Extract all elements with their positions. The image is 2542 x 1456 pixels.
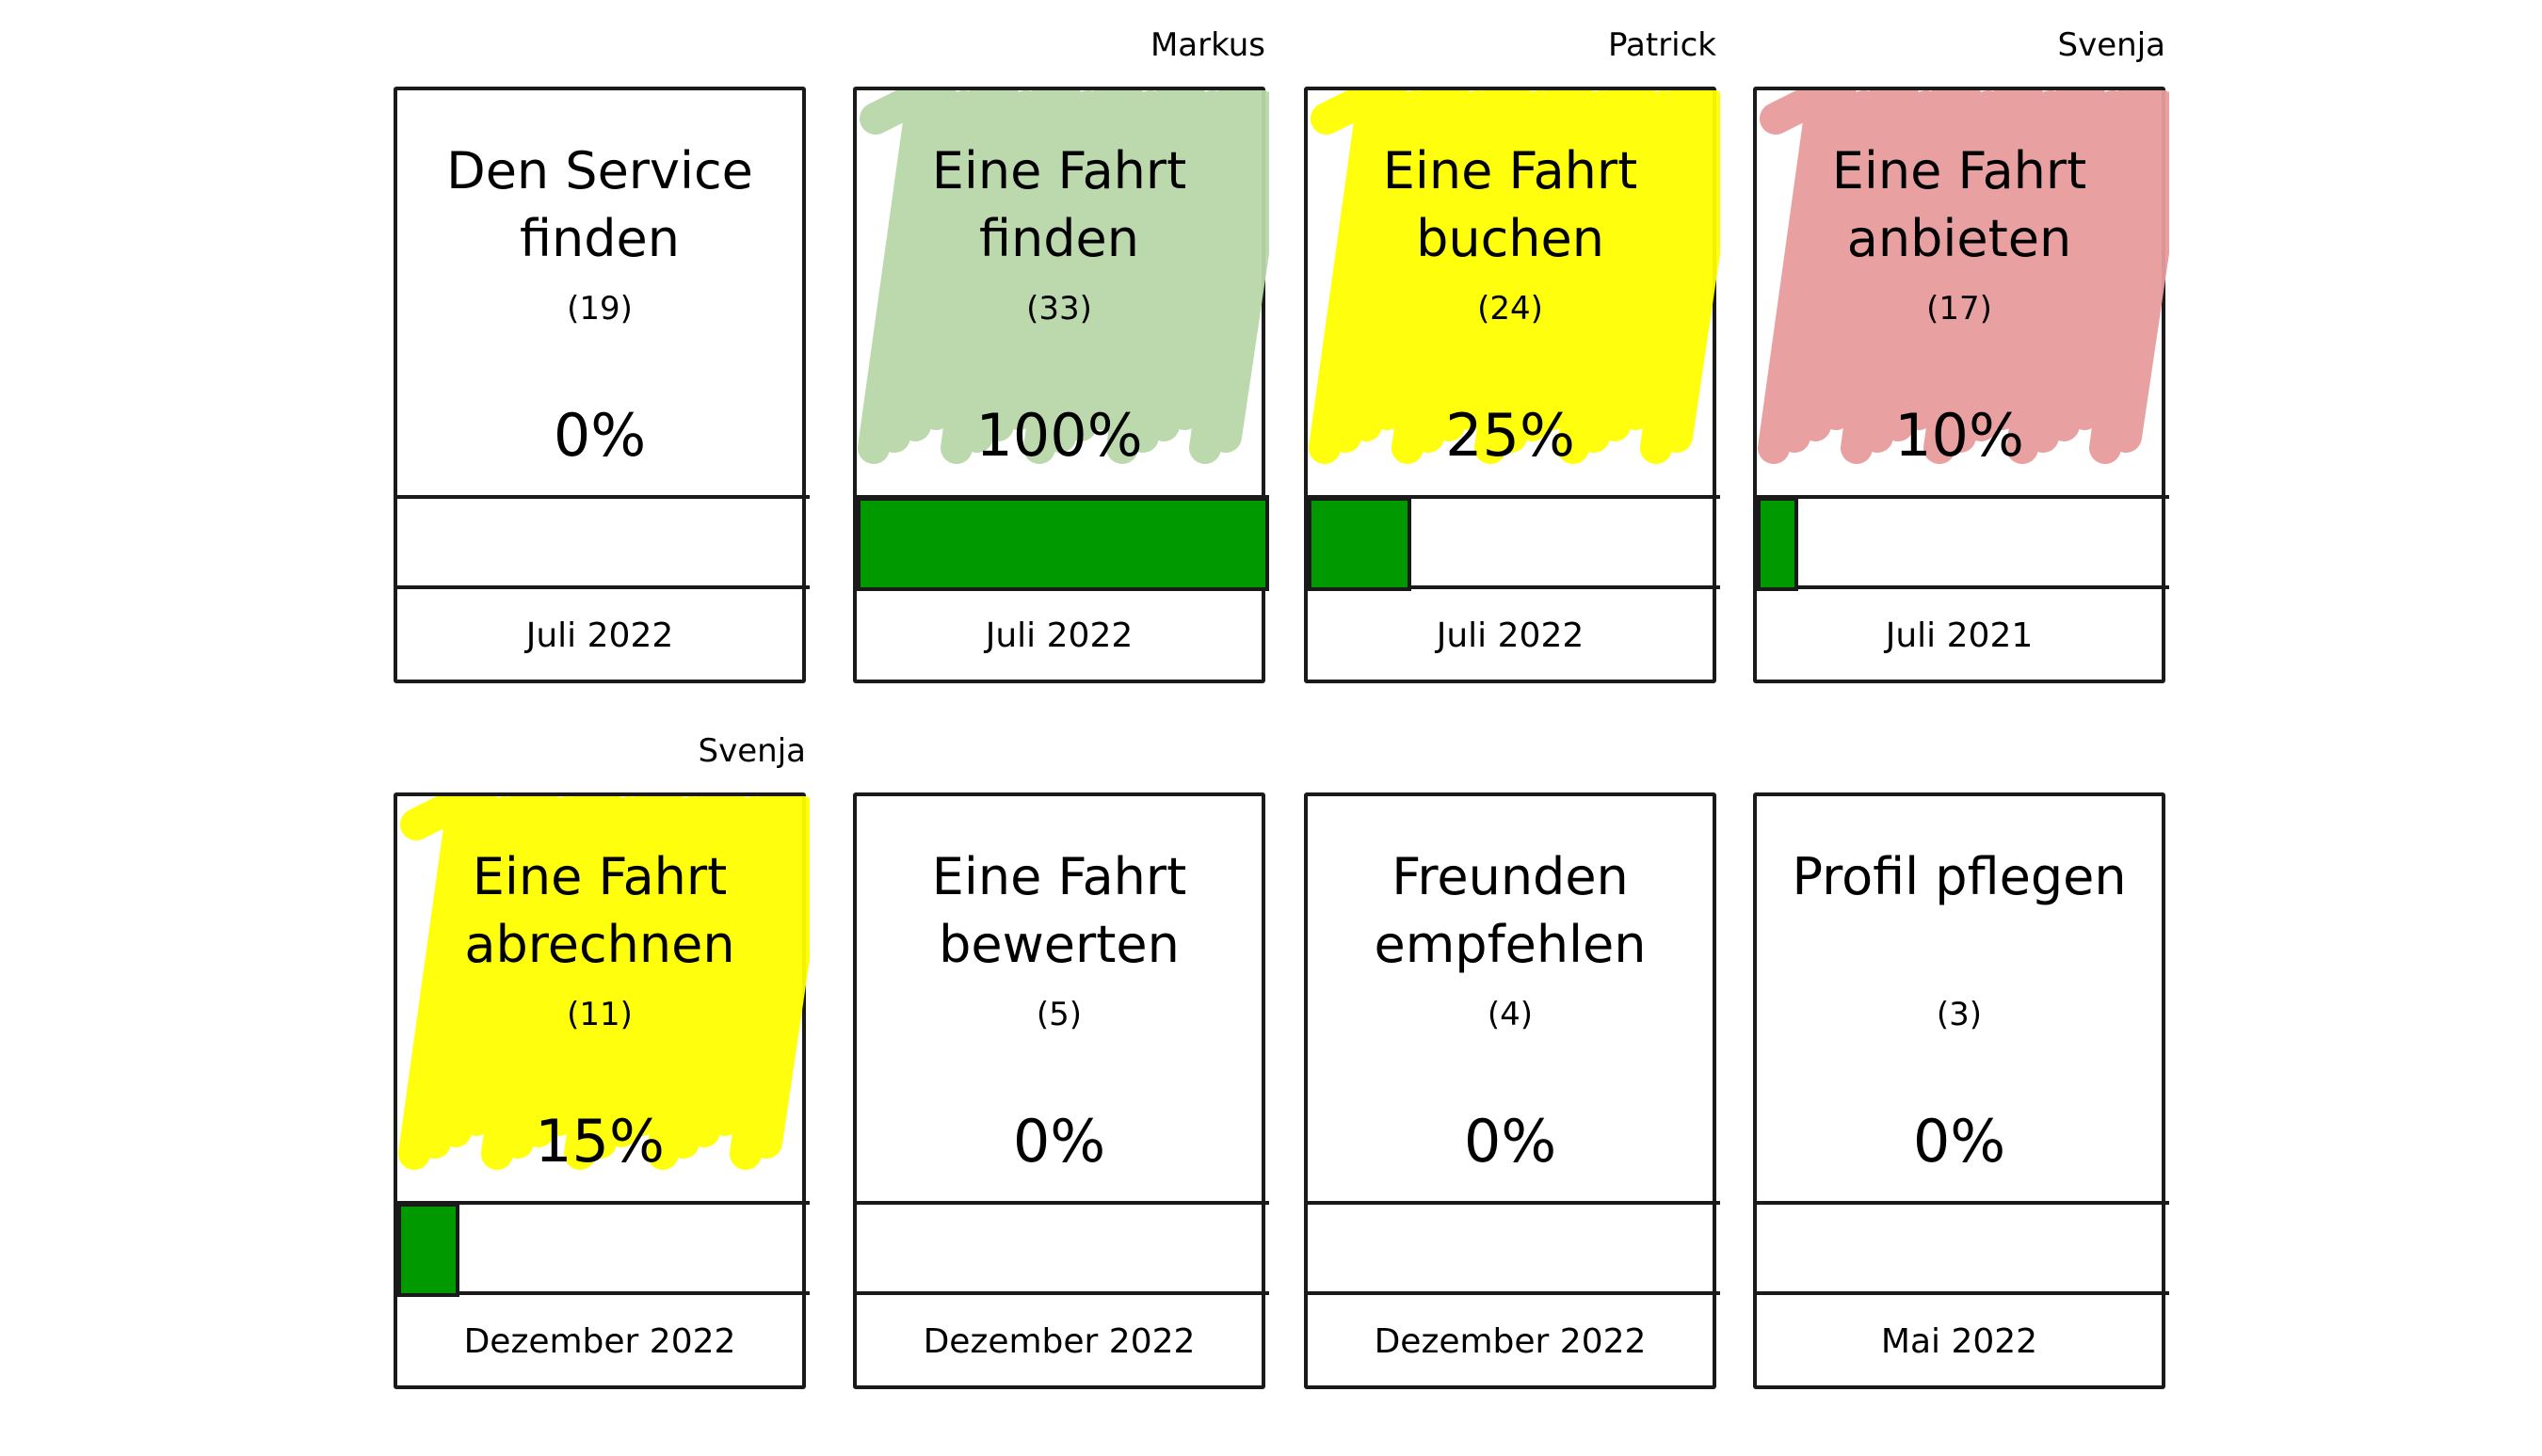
- card-frame: Eine Fahrt bewerten (5) 0% Dezember 2022: [853, 792, 1269, 1389]
- progress-bar: [857, 1201, 1269, 1295]
- card-count: (4): [1487, 996, 1534, 1033]
- feature-card: Svenja Eine Fahrt abrechnen (11) 15% Dezembe…: [394, 732, 810, 1389]
- card-title: Den Service finden: [446, 141, 753, 268]
- progress-bar: [397, 1201, 810, 1297]
- card-title: Freunden empfehlen: [1374, 847, 1647, 974]
- progress-bar: [1308, 1201, 1720, 1295]
- card-frame: Eine Fahrt anbieten (17) 10% Juli 2021: [1753, 87, 2169, 683]
- card-title: Eine Fahrt abrechnen: [464, 847, 735, 974]
- progress-bar: [1757, 495, 2169, 591]
- card-owner: Svenja: [698, 732, 806, 770]
- feature-card: Den Service finden (19) 0% Juli 2022: [394, 87, 810, 683]
- card-count: (19): [567, 290, 633, 328]
- progress-bar-fill: [857, 497, 1269, 591]
- progress-bar: [397, 495, 810, 589]
- progress-bar: [1308, 495, 1720, 591]
- card-percent: 0%: [1012, 1107, 1106, 1176]
- card-title: Profil pflegen: [1792, 847, 2127, 906]
- feature-card: Svenja Eine Fahrt anbieten (17) 10% Juli 202…: [1753, 26, 2169, 683]
- feature-card: Freunden empfehlen (4) 0% Dezember 2022: [1304, 792, 1720, 1389]
- card-frame: Den Service finden (19) 0% Juli 2022: [394, 87, 810, 683]
- card-date: Mai 2022: [1880, 1322, 2038, 1361]
- feature-card: Profil pflegen (3) 0% Mai 2022: [1753, 792, 2169, 1389]
- card-count: (11): [567, 996, 633, 1033]
- card-count: (5): [1036, 996, 1083, 1033]
- card-percent: 0%: [553, 401, 647, 470]
- feature-card: Markus Eine Fahrt finden (33) 100% Juli 2022: [853, 26, 1269, 683]
- card-date: Juli 2022: [525, 616, 674, 655]
- card-frame: Eine Fahrt buchen (24) 25% Juli 2022: [1304, 87, 1720, 683]
- card-count: (3): [1936, 996, 1983, 1033]
- card-frame: Freunden empfehlen (4) 0% Dezember 2022: [1304, 792, 1720, 1389]
- progress-bar: [1757, 1201, 2169, 1295]
- card-owner: Patrick: [1608, 26, 1716, 64]
- card-percent: 10%: [1894, 401, 2024, 470]
- progress-bar-fill: [1308, 497, 1411, 591]
- card-title: Eine Fahrt anbieten: [1831, 141, 2087, 268]
- card-date: Juli 2022: [985, 616, 1134, 655]
- card-count: (17): [1926, 290, 1992, 328]
- card-percent: 25%: [1445, 401, 1575, 470]
- card-frame: Eine Fahrt finden (33) 100% Juli 2022: [853, 87, 1269, 683]
- card-title: Eine Fahrt finden: [931, 141, 1187, 268]
- card-percent: 15%: [535, 1107, 665, 1176]
- feature-card: Patrick Eine Fahrt buchen (24) 25% Juli 2022: [1304, 26, 1720, 683]
- card-percent: 0%: [1463, 1107, 1557, 1176]
- card-percent: 100%: [975, 401, 1143, 470]
- card-frame: Profil pflegen (3) 0% Mai 2022: [1753, 792, 2169, 1389]
- feature-card: Eine Fahrt bewerten (5) 0% Dezember 2022: [853, 792, 1269, 1389]
- card-title: Eine Fahrt buchen: [1382, 141, 1638, 268]
- card-date: Dezember 2022: [463, 1322, 736, 1361]
- card-count: (33): [1026, 290, 1092, 328]
- card-owner: Svenja: [2057, 26, 2165, 64]
- card-date: Dezember 2022: [1374, 1322, 1647, 1361]
- card-count: (24): [1477, 290, 1543, 328]
- card-owner: Markus: [1150, 26, 1265, 64]
- progress-bar: [857, 495, 1269, 591]
- card-date: Juli 2021: [1885, 616, 2034, 655]
- progress-bar-fill: [1757, 497, 1798, 591]
- card-date: Juli 2022: [1436, 616, 1585, 655]
- card-title: Eine Fahrt bewerten: [931, 847, 1187, 974]
- card-frame: Eine Fahrt abrechnen (11) 15% Dezember 2022: [394, 792, 810, 1389]
- card-percent: 0%: [1912, 1107, 2006, 1176]
- card-date: Dezember 2022: [923, 1322, 1196, 1361]
- progress-bar-fill: [397, 1203, 459, 1297]
